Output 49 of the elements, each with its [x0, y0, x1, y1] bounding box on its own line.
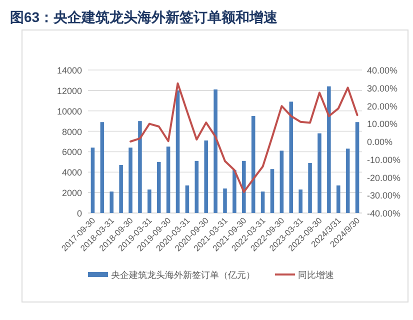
y2-tick-label: 40.00%: [367, 66, 398, 76]
bar: [260, 192, 265, 213]
bar: [308, 162, 312, 213]
y-tick-label: 4000: [62, 168, 82, 178]
y2-tick-label: -20.00%: [367, 172, 401, 183]
y-tick-label: 12000: [56, 86, 82, 96]
bar: [128, 148, 132, 213]
bar: [110, 192, 114, 213]
bar: [298, 190, 302, 213]
bar: [90, 148, 95, 213]
bar: [166, 146, 170, 213]
bar: [148, 190, 152, 213]
bar: [119, 164, 123, 213]
y-tick-label: 10000: [56, 106, 82, 116]
y2-tick-label: 30.00%: [367, 83, 398, 94]
y2-tick-label: -40.00%: [367, 208, 401, 218]
y-tick-label: 0: [76, 208, 82, 218]
legend-label: 央企建筑龙头海外新签订单（亿元）: [111, 270, 255, 280]
bar: [280, 150, 284, 213]
bar: [242, 160, 246, 213]
y2-tick-label: 10.00%: [367, 119, 398, 130]
y-tick-label: 6000: [62, 147, 82, 158]
bar: [176, 90, 180, 213]
bar: [327, 86, 331, 213]
bar: [100, 122, 104, 213]
y2-tick-label: 0.00%: [367, 137, 393, 147]
chart-title: 图63：央企建筑龙头海外新签订单额和增速: [10, 9, 279, 25]
legend-label: 同比增速: [298, 270, 334, 280]
bar: [232, 170, 236, 213]
bar: [214, 89, 218, 213]
bar: [223, 188, 227, 213]
bar: [185, 185, 190, 213]
bar: [156, 162, 161, 213]
bar: [318, 133, 322, 213]
bar: [138, 121, 142, 213]
y2-tick-label: -30.00%: [367, 190, 401, 201]
bar: [194, 160, 199, 213]
bar: [270, 169, 274, 213]
y2-tick-label: 20.00%: [367, 101, 398, 112]
y-tick-label: 2000: [62, 188, 82, 198]
y-tick-label: 14000: [56, 66, 82, 76]
line-series: [130, 82, 358, 193]
y-tick-label: 8000: [62, 126, 82, 137]
bar: [346, 148, 350, 213]
bar: [355, 122, 360, 213]
bar: [204, 140, 208, 213]
bar: [336, 185, 340, 213]
bar: [289, 102, 294, 213]
y2-tick-label: -10.00%: [367, 154, 401, 165]
